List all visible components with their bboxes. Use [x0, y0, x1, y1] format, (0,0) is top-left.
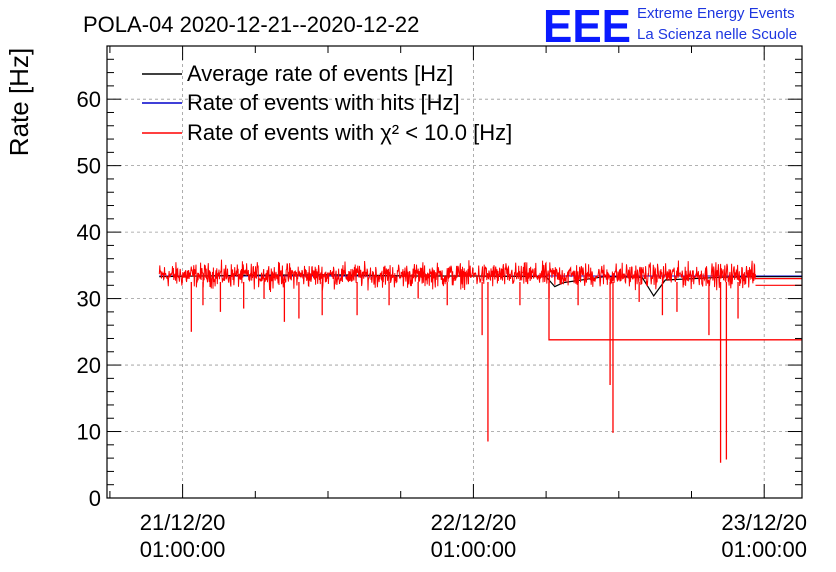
- legend-label-average: Average rate of events [Hz]: [187, 61, 453, 86]
- svg-text:La Scienza nelle Scuole: La Scienza nelle Scuole: [637, 26, 797, 43]
- axes: 010203040506021/12/2001:00:0022/12/2001:…: [77, 45, 807, 562]
- x-tick-label-date: 22/12/20: [431, 510, 517, 535]
- legend-label-hits: Rate of events with hits [Hz]: [187, 90, 460, 115]
- y-tick-label: 40: [77, 220, 101, 245]
- y-tick-label: 60: [77, 87, 101, 112]
- y-tick-label: 20: [77, 353, 101, 378]
- x-tick-label-date: 23/12/20: [721, 510, 807, 535]
- x-tick-label-time: 01:00:00: [721, 537, 807, 562]
- x-tick-label-date: 21/12/20: [140, 510, 226, 535]
- y-tick-label: 0: [89, 486, 101, 511]
- y-tick-label: 30: [77, 287, 101, 312]
- y-tick-label: 10: [77, 420, 101, 445]
- series-line-chi2: [158, 259, 756, 293]
- x-tick-label-time: 01:00:00: [431, 537, 517, 562]
- grid-lines: [107, 46, 802, 498]
- legend: Average rate of events [Hz] Rate of even…: [142, 61, 512, 145]
- legend-label-chi2: Rate of events with χ² < 10.0 [Hz]: [187, 120, 512, 145]
- plot-area: [158, 259, 802, 463]
- x-tick-label-time: 01:00:00: [140, 537, 226, 562]
- y-axis-label: Rate [Hz]: [4, 48, 34, 156]
- eee-logo: EEE Extreme Energy Events La Scienza nel…: [543, 0, 797, 52]
- chi2-step: [548, 277, 802, 341]
- y-tick-label: 50: [77, 154, 101, 179]
- svg-text:EEE: EEE: [543, 0, 631, 52]
- svg-text:Extreme Energy Events: Extreme Energy Events: [637, 5, 795, 22]
- chart-title: POLA-04 2020-12-21--2020-12-22: [83, 12, 419, 37]
